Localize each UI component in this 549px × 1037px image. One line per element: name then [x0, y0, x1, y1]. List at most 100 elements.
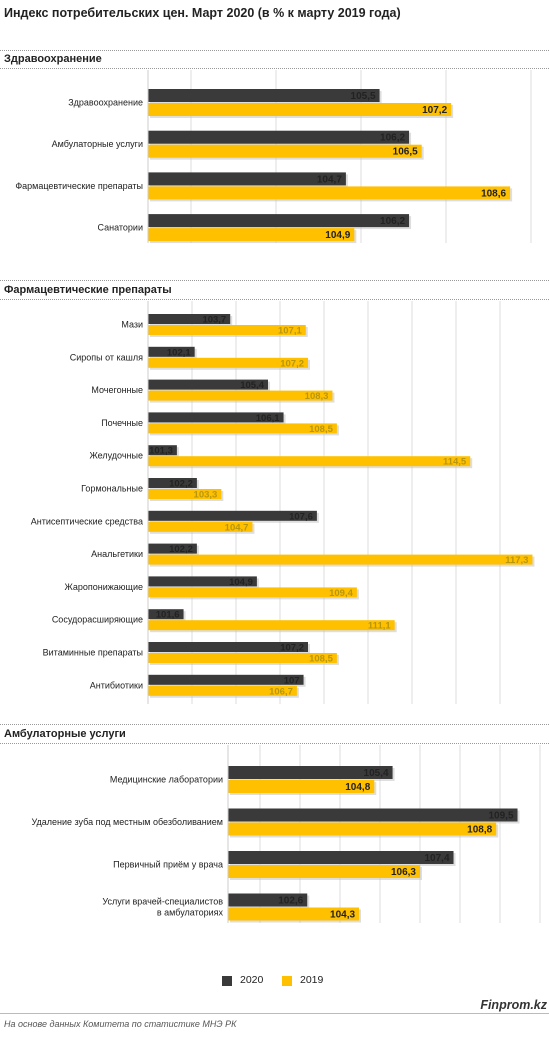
category-label: Антисептические средства: [31, 516, 143, 526]
category-label: Сиропы от кашля: [70, 352, 143, 362]
section-rule: [0, 743, 549, 744]
category-label: Анальгетики: [91, 549, 143, 559]
category-label: Мази: [121, 320, 143, 330]
category-label: Санатории: [98, 223, 143, 233]
bar-2019: [148, 357, 308, 368]
category-label: Фармацевтические препараты: [15, 181, 143, 191]
section-rule: [0, 68, 549, 69]
legend-label-2020: 2020: [240, 974, 264, 986]
section-rule: [0, 724, 549, 725]
value-label-2020: 104,9: [229, 577, 253, 588]
category-label: Антибиотики: [90, 680, 143, 690]
value-label-2019: 107,1: [278, 326, 302, 337]
category-label: Почечные: [101, 418, 143, 428]
value-label-2020: 109,5: [488, 811, 513, 822]
section-title-outpatient: Амбулаторные услуги: [4, 728, 126, 740]
section-rule: [0, 299, 549, 300]
section-title-healthcare: Здравоохранение: [4, 53, 102, 65]
bar-2019: [148, 228, 355, 242]
value-label-2020: 106,2: [380, 216, 405, 227]
bar-2019: [148, 620, 395, 631]
bar-2020: [148, 609, 184, 620]
value-label-2019: 108,6: [481, 188, 506, 199]
value-label-2020: 106,1: [256, 413, 280, 424]
category-label: Медицинские лаборатории: [110, 775, 223, 785]
bar-2019: [148, 390, 333, 401]
value-label-2020: 103,7: [202, 315, 226, 326]
bar-2019: [148, 685, 297, 696]
bar-2020: [148, 576, 257, 587]
bar-2020: [148, 478, 197, 488]
category-label: Удаление зуба под местным обезболиванием: [32, 817, 224, 827]
chart-outpatient: 105,4 104,8 Медицинские лаборатории 109,5 10…: [32, 745, 541, 923]
value-label-2019: 106,7: [269, 686, 293, 697]
section-rule: [0, 50, 549, 51]
category-label: Услуги врачей-специалистов в амбулаториях: [102, 897, 223, 918]
bar-2019: [148, 325, 306, 335]
value-label-2019: 104,9: [325, 230, 350, 241]
value-label-2020: 106,2: [380, 133, 405, 144]
bar-2020: [228, 851, 454, 864]
value-label-2020: 102,2: [169, 479, 193, 490]
bar-2020: [148, 346, 195, 357]
bar-2019: [148, 423, 337, 434]
value-label-2020: 101,6: [156, 610, 180, 621]
value-label-2019: 111,1: [368, 621, 391, 632]
bar-2019: [228, 822, 497, 836]
section-title-pharma: Фармацевтические препараты: [4, 284, 172, 296]
value-label-2019: 109,4: [329, 588, 353, 599]
value-label-2019: 106,3: [391, 867, 416, 878]
bar-2020: [148, 314, 231, 324]
bar-2019: [148, 489, 222, 499]
footer-rule: [0, 1013, 549, 1014]
category-label: Желудочные: [89, 451, 143, 461]
value-label-2020: 104,7: [317, 174, 342, 185]
bar-2019: [148, 144, 422, 158]
bar-2019: [228, 865, 420, 878]
value-label-2019: 106,5: [393, 147, 418, 158]
bar-2019: [148, 521, 253, 532]
page-title: Индекс потребительских цен. Март 2020 (в…: [4, 6, 401, 20]
bar-2020: [148, 89, 380, 102]
value-label-2020: 107,2: [280, 643, 304, 654]
value-label-2019: 107,2: [280, 358, 304, 369]
value-label-2020: 105,5: [351, 91, 376, 102]
category-label: Первичный приём у врача: [113, 860, 223, 870]
section-rule: [0, 280, 549, 281]
bar-2019: [148, 186, 511, 200]
value-label-2020: 105,4: [240, 380, 264, 391]
value-label-2019: 104,8: [345, 782, 370, 793]
value-label-2020: 105,4: [364, 768, 389, 779]
bar-2019: [148, 456, 471, 467]
value-label-2020: 101,3: [149, 446, 173, 457]
brand-logo: Finprom.kz: [480, 998, 547, 1012]
bar-2020: [148, 445, 177, 456]
category-label: Жаропонижающие: [64, 582, 143, 592]
category-label: Витаминные препараты: [43, 648, 143, 658]
value-label-2019: 114,5: [443, 457, 467, 468]
bar-2020: [148, 543, 197, 554]
bar-2020: [148, 642, 308, 652]
bar-2020: [148, 510, 317, 521]
category-label: Гормональные: [81, 484, 143, 494]
chart-pharmaceuticals: 103,7 107,1 Мази 102,1 107,2 Сиропы от кашля 1…: [31, 301, 535, 704]
value-label-2019: 108,5: [309, 424, 333, 435]
bar-2019: [228, 780, 375, 793]
value-label-2020: 107: [284, 675, 300, 686]
source-note: На основе данных Комитета по статистике …: [4, 1019, 237, 1029]
value-label-2020: 102,6: [278, 896, 303, 907]
value-label-2019: 104,3: [330, 910, 355, 921]
bar-2020: [228, 766, 393, 779]
value-label-2019: 108,5: [309, 654, 333, 665]
value-label-2019: 108,8: [467, 825, 492, 836]
bar-2019: [148, 653, 337, 663]
value-label-2019: 104,7: [225, 522, 249, 533]
value-label-2020: 102,2: [169, 544, 193, 555]
legend-label-2019: 2019: [300, 974, 324, 986]
bar-2020: [148, 412, 284, 423]
bar-2020: [228, 808, 518, 822]
bar-2019: [148, 554, 533, 565]
value-label-2020: 107,4: [424, 853, 449, 864]
value-label-2020: 107,6: [289, 511, 313, 522]
bar-2019: [148, 587, 357, 598]
